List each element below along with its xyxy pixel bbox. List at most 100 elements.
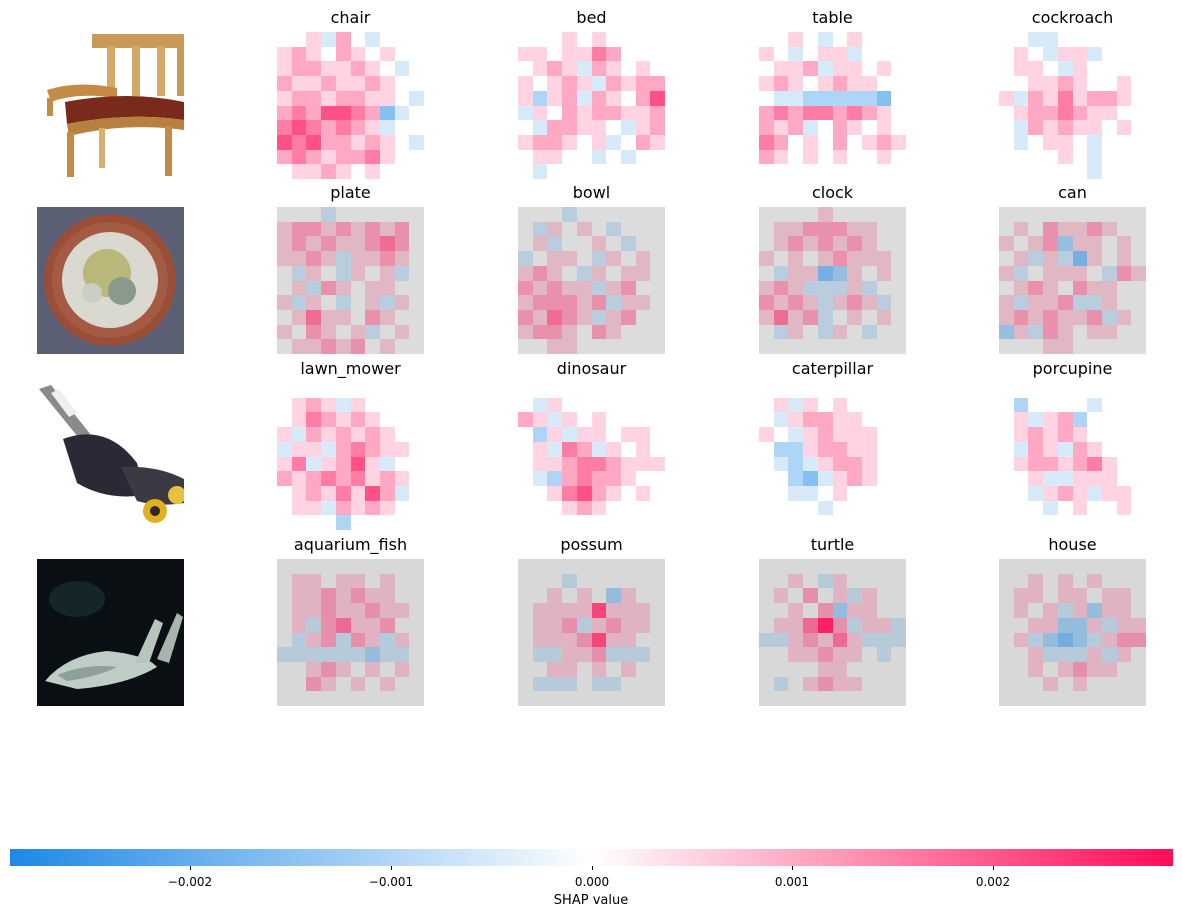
heatmap-cell xyxy=(803,427,819,443)
heatmap-cell xyxy=(803,76,819,92)
heatmap-cell xyxy=(394,236,410,252)
heatmap-cell xyxy=(335,32,351,48)
heatmap-cell xyxy=(999,676,1015,692)
heatmap-cell xyxy=(635,105,651,121)
heatmap-cell xyxy=(576,120,592,136)
heatmap-cell xyxy=(620,149,637,165)
heatmap-cell xyxy=(1057,90,1073,106)
heatmap-cell xyxy=(1131,265,1147,281)
heatmap-cell xyxy=(291,221,307,237)
heatmap-cell xyxy=(350,603,366,619)
heatmap-cell xyxy=(832,32,848,48)
heatmap-cell xyxy=(277,251,293,267)
heatmap-cell xyxy=(999,647,1015,663)
heatmap-cell xyxy=(277,456,293,472)
heatmap-cell xyxy=(518,559,534,575)
heatmap-cell xyxy=(306,251,322,267)
heatmap-cell xyxy=(394,632,410,648)
heatmap-cell xyxy=(518,515,534,531)
heatmap-cell xyxy=(277,164,293,180)
heatmap-cell xyxy=(409,324,425,340)
heatmap-cell xyxy=(350,134,366,151)
heatmap-cell xyxy=(1101,105,1118,121)
heatmap-cell xyxy=(306,90,322,106)
heatmap-cell xyxy=(518,647,534,663)
heatmap-cell xyxy=(788,339,804,355)
heatmap-cell xyxy=(277,339,293,355)
heatmap-cell xyxy=(1057,456,1073,472)
heatmap-cell xyxy=(817,134,833,151)
chair-spindle xyxy=(157,46,165,96)
heatmap-cell xyxy=(635,280,651,296)
heatmap-cell xyxy=(306,485,322,502)
colorbar-tick-mark xyxy=(592,866,593,870)
heatmap-cell xyxy=(1043,46,1059,62)
heatmap-cell xyxy=(394,661,410,678)
heatmap-cell xyxy=(1013,295,1029,311)
heatmap-cell xyxy=(999,265,1015,281)
heatmap-cell xyxy=(999,573,1015,589)
heatmap-cell xyxy=(1087,588,1103,604)
heatmap-cell xyxy=(335,61,351,77)
heatmap-cell xyxy=(409,647,425,663)
heatmap-cell xyxy=(291,149,307,165)
heatmap-cell xyxy=(532,236,548,252)
fish-fin xyxy=(157,613,183,663)
heatmap-cell xyxy=(1043,441,1059,457)
heatmap-cell xyxy=(306,149,322,165)
heatmap-cell xyxy=(277,412,293,428)
heatmap-cell xyxy=(1087,105,1103,121)
heatmap-cell xyxy=(277,221,293,237)
heatmap-cell xyxy=(306,76,322,92)
colorbar-gradient xyxy=(10,849,1173,866)
heatmap-cell xyxy=(891,164,907,180)
heatmap-cell xyxy=(335,324,351,340)
heatmap-cell xyxy=(1131,515,1147,531)
heatmap-cell xyxy=(861,515,878,531)
heatmap-cell xyxy=(606,76,622,92)
heatmap-cell xyxy=(803,149,819,165)
heatmap-cell xyxy=(562,295,578,311)
heatmap-cell xyxy=(650,485,666,502)
heatmap-cell xyxy=(277,149,293,165)
heatmap-cell xyxy=(591,61,607,77)
heatmap-cell xyxy=(650,661,666,678)
heatmap-cell xyxy=(277,647,293,663)
heatmap-cell xyxy=(1043,265,1059,281)
heatmap-cell xyxy=(891,500,907,516)
heatmap-cell xyxy=(1101,471,1118,487)
heatmap-cell xyxy=(1116,427,1132,443)
heatmap-cell xyxy=(321,441,337,457)
heatmap-cell xyxy=(591,427,607,443)
heatmap-cell xyxy=(277,573,293,589)
heatmap-cell xyxy=(773,236,789,252)
heatmap-cell xyxy=(999,324,1015,340)
heatmap-cell xyxy=(1116,280,1132,296)
heatmap-cell xyxy=(999,251,1015,267)
heatmap-cell xyxy=(291,500,307,516)
chair-spindle xyxy=(132,46,140,96)
heatmap-cell xyxy=(606,676,622,692)
heatmap-cell xyxy=(876,90,892,106)
heatmap-cell xyxy=(1131,500,1147,516)
heatmap-cell xyxy=(803,280,819,296)
heatmap-cell xyxy=(1101,134,1118,151)
heatmap-cell xyxy=(620,280,637,296)
heatmap-cell xyxy=(547,661,563,678)
heatmap-cell xyxy=(350,309,366,326)
heatmap-cell xyxy=(1028,265,1044,281)
heatmap-cell xyxy=(409,515,425,531)
heatmap-cell xyxy=(1028,105,1044,121)
heatmap-cell xyxy=(1043,647,1059,663)
heatmap-cell xyxy=(832,661,848,678)
heatmap-cell xyxy=(394,134,410,151)
heatmap-cell xyxy=(306,32,322,48)
heatmap-cell xyxy=(532,295,548,311)
heatmap-cell xyxy=(1116,46,1132,62)
shap-heatmap xyxy=(999,383,1147,531)
colorbar-tick-label: 0.001 xyxy=(774,875,810,889)
heatmap-cell xyxy=(532,149,548,165)
heatmap-cell xyxy=(1087,412,1103,428)
heatmap-cell xyxy=(1072,412,1088,428)
heatmap-cell xyxy=(518,280,534,296)
